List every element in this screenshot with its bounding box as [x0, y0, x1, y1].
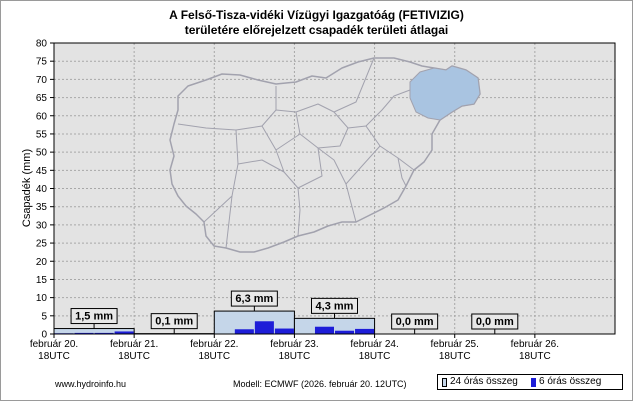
- value-label: 4,3 mm: [316, 300, 354, 312]
- x-tick-label-date: február 24.: [350, 339, 398, 350]
- y-tick-label: 35: [36, 202, 48, 213]
- bars-24h: [53, 310, 376, 335]
- y-tick-label: 65: [36, 93, 48, 104]
- x-tick-label-date: február 26.: [511, 339, 559, 350]
- chart-subtitle: területére előrejelzett csapadék terület…: [184, 23, 449, 37]
- legend-label-6h: 6 órás összeg: [539, 376, 602, 387]
- bar-6h: [114, 331, 134, 334]
- x-tick-label-date: február 23.: [270, 339, 318, 350]
- y-tick-label: 70: [36, 75, 48, 86]
- bar-6h: [314, 326, 334, 334]
- bar-6h: [234, 329, 254, 334]
- y-tick-label: 10: [36, 293, 48, 304]
- hungary-map: [169, 57, 481, 253]
- chart-title: A Felső-Tisza-vidéki Vízügyi Igazgatóág …: [169, 8, 464, 22]
- bar-6h: [74, 332, 94, 334]
- hungary-outline: [169, 57, 481, 253]
- y-tick-label: 80: [36, 39, 48, 50]
- bar-value-labels: 1,5 mm 0,1 mm 6,3 mm 4,3 mm 0,0 mm 0,0 mm: [70, 290, 519, 334]
- y-tick-label: 30: [36, 220, 48, 231]
- value-label-box: [391, 313, 439, 330]
- bar-6h: [254, 321, 274, 334]
- legend-label-24h: 24 órás összeg: [450, 376, 518, 387]
- value-label: 0,0 mm: [396, 316, 434, 328]
- y-tick-label: 45: [36, 166, 48, 177]
- bars-6h: [54, 321, 375, 334]
- y-tick-label: 55: [36, 129, 48, 140]
- x-tick-label-time: 18UTC: [198, 351, 230, 362]
- value-label: 0,1 mm: [155, 316, 193, 328]
- x-tick-label-time: 18UTC: [38, 351, 70, 362]
- value-label-box: [311, 297, 358, 314]
- y-tick-label: 25: [36, 239, 48, 250]
- x-tick-label-date: február 22.: [190, 339, 238, 350]
- value-label-box: [230, 290, 278, 307]
- y-tick-label: 40: [36, 184, 48, 195]
- fetivizig-region: [409, 65, 481, 121]
- y-tick-label: 20: [36, 257, 48, 268]
- x-tick-label-date: február 25.: [431, 339, 479, 350]
- value-label: 0,0 mm: [476, 316, 514, 328]
- bar-6h: [274, 328, 294, 334]
- y-axis-label: Csapadék (mm): [21, 149, 33, 227]
- y-tick-label: 5: [41, 311, 47, 322]
- value-label-box: [471, 313, 519, 330]
- legend-swatch-24h: [442, 378, 447, 387]
- x-tick-label-date: február 21.: [110, 339, 158, 350]
- y-tick-label: 15: [36, 275, 48, 286]
- bar-6h: [94, 332, 114, 334]
- x-tick-label-time: 18UTC: [279, 351, 311, 362]
- county-borders: [177, 57, 435, 249]
- value-label: 6,3 mm: [235, 293, 273, 305]
- source-link[interactable]: www.hydroinfo.hu: [55, 379, 127, 389]
- y-tick-label: 75: [36, 57, 48, 68]
- y-tick-label: 0: [41, 330, 47, 341]
- x-tick-label-time: 18UTC: [439, 351, 471, 362]
- value-label: 1,5 mm: [75, 311, 113, 323]
- x-tick-label-date: február 20.: [30, 339, 78, 350]
- x-tick-label-time: 18UTC: [519, 351, 551, 362]
- legend-swatch-6h: [531, 378, 536, 387]
- x-tick-label-time: 18UTC: [118, 351, 150, 362]
- y-tick-label: 60: [36, 111, 48, 122]
- value-label-box: [70, 308, 118, 325]
- model-info: Modell: ECMWF (2026. február 20. 12UTC): [233, 379, 407, 389]
- y-axis: 0 5 10 15 20 25 30 35 40 45 50 55 60 65 70 75 80: [36, 39, 54, 341]
- value-label-box: [150, 313, 198, 330]
- bar-6h: [355, 328, 375, 334]
- y-tick-label: 50: [36, 148, 48, 159]
- bar-6h: [335, 330, 355, 334]
- x-tick-label-time: 18UTC: [359, 351, 391, 362]
- legend: 24 órás összeg 6 órás összeg: [437, 374, 623, 390]
